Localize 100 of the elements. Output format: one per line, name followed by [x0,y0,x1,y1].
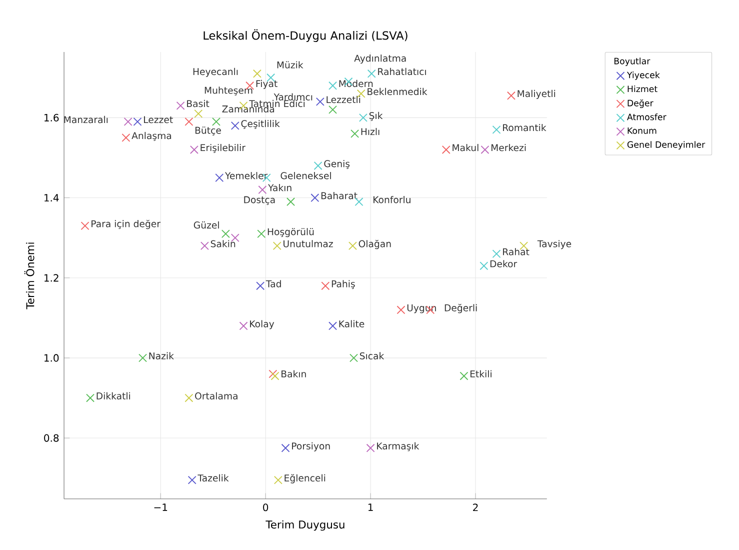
annotation: Hoşgörülü [268,228,314,238]
annotation: Maliyetli [518,90,556,100]
annotation: Nazik [149,352,174,360]
point [460,372,468,380]
annotation: Manzaralı [64,116,108,124]
annotation: Geleneksel [280,172,331,180]
annotation: Para için değer [92,220,160,230]
y-tick-label: 1.4 [44,194,59,202]
point [258,186,267,194]
point [122,134,130,142]
point [138,354,147,362]
point [190,146,198,154]
annotation: Rahat [503,248,530,256]
y-tick-label: 1.2 [44,274,58,282]
annotation: Unutulmaz [284,240,333,248]
annotation: Lezzetli [326,96,360,104]
annotation: Baharat [321,192,358,200]
point [366,444,375,452]
point [492,126,501,134]
point [321,282,330,290]
legend-label: Yiyecek [626,72,660,80]
annotation: Güzel [194,222,219,229]
annotation: Modern [339,80,373,88]
annotation: Müzik [277,61,304,69]
x-tick-label: 0 [263,504,268,512]
point [124,118,132,126]
annotation: Hızlı [361,128,380,136]
annotation: Dostça [244,196,275,206]
annotation: Bütçe [195,126,221,136]
point [354,198,364,206]
legend-label: Genel Deneyimler [627,141,706,150]
chart-title: Leksikal Önem-Duygu Analizi (LSVA) [204,29,408,42]
point [348,242,357,250]
point [358,114,368,122]
annotation: Bakın [282,370,306,378]
annotation: Erişilebilir [200,144,246,154]
x-tick-label: 1 [368,504,373,512]
point [316,98,324,106]
annotation: Kolay [250,320,274,330]
annotation: Karmaşık [377,442,420,452]
legend-label: Hizmet [628,86,658,92]
annotation: Tazelik [198,474,229,482]
annotation: Konforlu [374,196,410,204]
annotation: Romantik [503,124,546,132]
annotation: Dekor [490,260,518,268]
point [492,250,501,258]
point [212,118,220,126]
annotation: Tavsiye [537,240,572,250]
point [133,118,142,126]
x-tick-label: −1 [154,504,168,512]
point [80,222,90,230]
point [239,322,248,330]
point [328,106,338,114]
point [314,162,322,170]
annotation: Kalite [339,320,364,328]
annotation: Yardımcı [274,93,312,101]
annotation: Dikkatli [96,392,130,400]
point [230,122,240,130]
annotation: Pahiş [332,280,355,290]
point [221,230,230,238]
annotation: Tad [266,280,281,288]
point [480,262,488,270]
point [184,118,194,126]
annotation: Sıcak [360,352,384,360]
annotation: Fiyat [256,80,278,90]
annotation: Ortalama [195,392,238,400]
point [367,70,376,78]
point [184,394,194,402]
point [350,354,358,362]
point [396,306,406,314]
legend-label: Atmosfer [627,114,666,120]
point [188,476,196,485]
annotation: Şık [369,112,383,122]
point [286,198,296,206]
annotation: Heyecanlı [193,68,238,78]
point [215,174,224,182]
point [257,230,266,238]
x-tick-label: 2 [473,504,478,512]
annotation: Yakın [268,184,292,192]
annotation: Çeşitlilik [241,120,280,130]
point [442,146,450,154]
annotation: Değerli [444,304,477,314]
annotation: Olağan [358,240,391,250]
annotation: Tatmin Edici [249,100,305,108]
point [176,102,185,110]
point [256,282,265,290]
legend-label: Konum [628,128,656,134]
annotation: Anlaşma [132,132,172,142]
point [272,242,282,250]
annotation: Merkezi [491,144,526,152]
annotation: Rahatlatıcı [378,68,426,76]
legend-title: Boyutlar [614,58,650,66]
point [86,394,95,402]
annotation: Porsiyon [292,442,330,452]
annotation: Zamanında [222,105,274,113]
point [310,194,320,202]
annotation: Geniş [324,160,350,170]
point [281,444,290,452]
annotation: Sakin [210,240,236,248]
point [194,110,203,118]
